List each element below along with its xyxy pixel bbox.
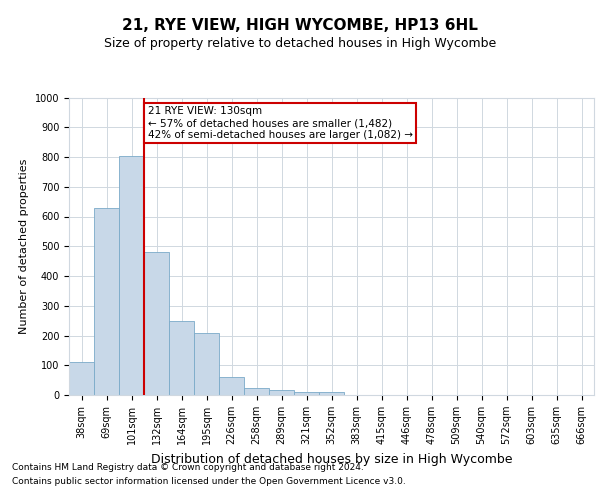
Bar [294, 392, 319, 395]
Text: Contains public sector information licensed under the Open Government Licence v3: Contains public sector information licen… [12, 478, 406, 486]
Bar [94, 208, 119, 395]
Bar [169, 320, 194, 395]
Text: 21 RYE VIEW: 130sqm
← 57% of detached houses are smaller (1,482)
42% of semi-det: 21 RYE VIEW: 130sqm ← 57% of detached ho… [148, 106, 413, 140]
Text: 21, RYE VIEW, HIGH WYCOMBE, HP13 6HL: 21, RYE VIEW, HIGH WYCOMBE, HP13 6HL [122, 18, 478, 32]
Text: Contains HM Land Registry data © Crown copyright and database right 2024.: Contains HM Land Registry data © Crown c… [12, 462, 364, 471]
Bar [319, 392, 344, 395]
Bar [269, 390, 294, 395]
Bar [144, 252, 169, 395]
Bar [69, 362, 94, 395]
Bar [119, 156, 144, 395]
X-axis label: Distribution of detached houses by size in High Wycombe: Distribution of detached houses by size … [151, 452, 512, 466]
Bar [244, 388, 269, 395]
Bar [219, 377, 244, 395]
Y-axis label: Number of detached properties: Number of detached properties [19, 158, 29, 334]
Text: Size of property relative to detached houses in High Wycombe: Size of property relative to detached ho… [104, 38, 496, 51]
Bar [194, 334, 219, 395]
